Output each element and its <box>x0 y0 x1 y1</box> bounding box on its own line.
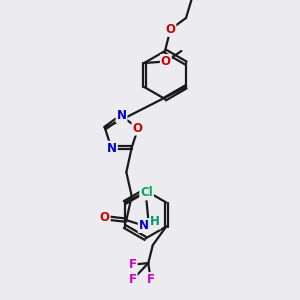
Text: O: O <box>165 23 176 36</box>
Text: N: N <box>116 109 127 122</box>
Text: N: N <box>139 219 149 232</box>
Text: H: H <box>150 215 160 229</box>
Text: F: F <box>129 258 137 271</box>
Text: N: N <box>107 142 117 155</box>
Text: O: O <box>161 55 171 68</box>
Text: F: F <box>129 273 137 286</box>
Text: F: F <box>147 273 155 286</box>
Text: O: O <box>132 122 142 135</box>
Text: O: O <box>100 211 110 224</box>
Text: Cl: Cl <box>140 186 153 200</box>
